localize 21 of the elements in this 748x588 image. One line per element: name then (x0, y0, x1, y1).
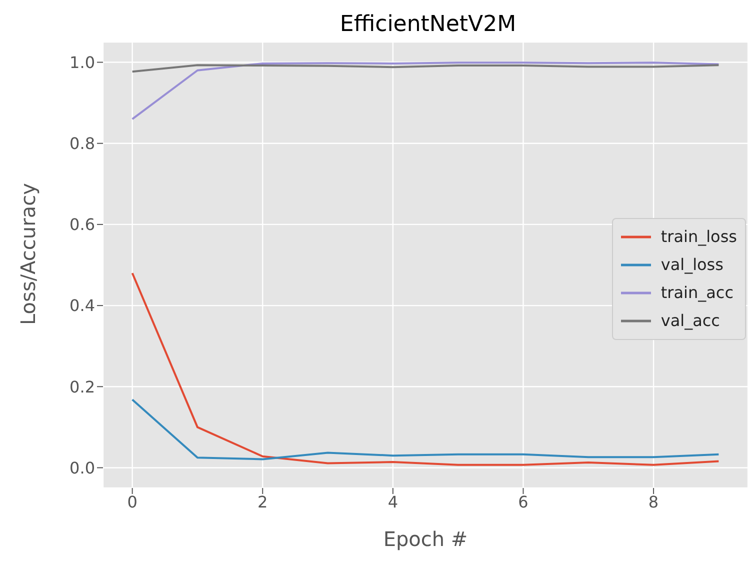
legend-label: val_loss (660, 254, 724, 276)
x-tick-label: 0 (127, 492, 138, 512)
legend-label: train_acc (660, 282, 734, 304)
line-series (131, 398, 720, 460)
legend-label: train_loss (660, 226, 737, 248)
line-series (131, 64, 720, 73)
line-series (131, 62, 720, 120)
chart-title: EfficientNetV2M (338, 12, 518, 37)
legend-label: val_acc (660, 310, 720, 332)
x-tick-label: 2 (258, 492, 268, 512)
y-tick-label: 1.0 (70, 52, 95, 72)
y-tick-label: 0.4 (70, 296, 95, 316)
y-tick-label: 0.2 (70, 377, 95, 396)
y-tick-label: 0.8 (70, 134, 95, 154)
x-tick-label: 8 (648, 492, 659, 512)
x-tick-label: 6 (518, 492, 528, 512)
y-tick-label: 0.6 (70, 215, 95, 234)
x-axis-title: Epoch # (383, 527, 468, 551)
y-tick-label: 0.0 (70, 458, 95, 478)
y-axis-title: Loss/Accuracy (16, 182, 40, 325)
x-tick-label: 4 (388, 492, 398, 512)
